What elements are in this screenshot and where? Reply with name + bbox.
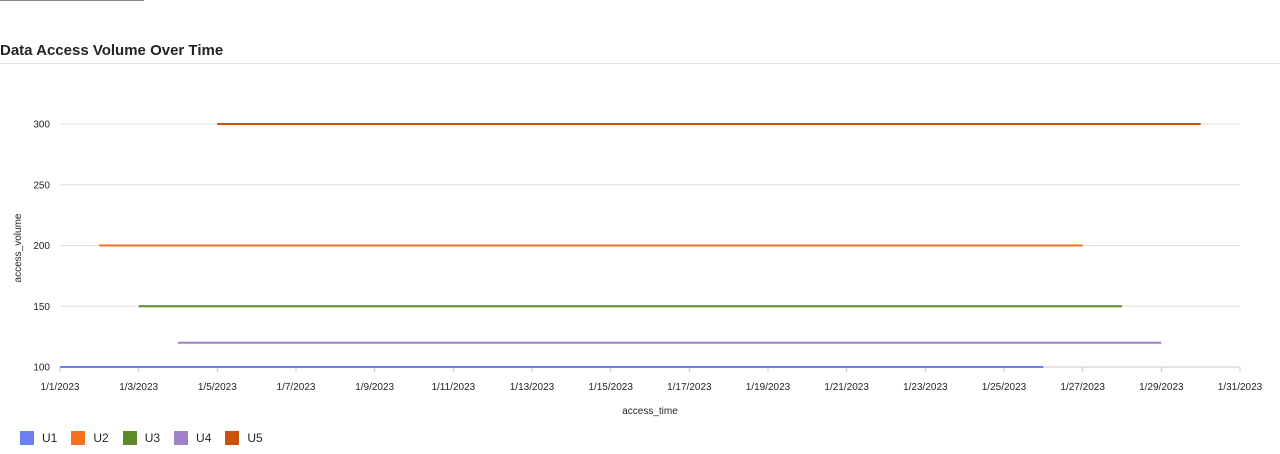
title-divider xyxy=(0,63,1280,64)
legend-swatch xyxy=(20,431,34,445)
x-tick-label: 1/23/2023 xyxy=(903,382,948,393)
y-tick-label: 200 xyxy=(33,241,50,252)
legend-item-u5[interactable]: U5 xyxy=(225,431,263,445)
x-axis-title: access_time xyxy=(622,406,678,417)
x-tick-label: 1/17/2023 xyxy=(667,382,712,393)
legend-label: U5 xyxy=(247,431,263,445)
x-tick-label: 1/31/2023 xyxy=(1218,382,1263,393)
x-axis-ticks: 1/1/2023 1/3/2023 1/5/2023 1/7/2023 1/9/2023… xyxy=(41,367,1263,393)
y-axis-title: access_volume xyxy=(13,213,24,282)
x-tick-label: 1/9/2023 xyxy=(355,382,394,393)
legend-item-u3[interactable]: U3 xyxy=(122,431,161,445)
legend-item-u1[interactable]: U1 xyxy=(20,431,57,445)
y-tick-label: 250 xyxy=(33,180,50,191)
legend-swatch xyxy=(225,431,240,445)
x-tick-label: 1/19/2023 xyxy=(746,382,791,393)
chart-legend: U1 U2 U3 U4 U5 xyxy=(20,431,277,445)
legend-label: U3 xyxy=(144,431,161,445)
legend-label: U4 xyxy=(196,431,212,445)
page-title: Data Access Volume Over Time xyxy=(0,42,224,59)
line-chart: 100 150 200 250 300 1/1/2023 1/3/2023 1/5/2023… xyxy=(13,120,1263,418)
x-tick-label: 1/5/2023 xyxy=(198,382,237,393)
legend-item-u4[interactable]: U4 xyxy=(174,431,211,445)
legend-label: U1 xyxy=(42,431,58,445)
legend-label: U2 xyxy=(93,431,109,445)
top-scrollbar-line xyxy=(0,0,144,1)
x-tick-label: 1/1/2023 xyxy=(41,382,80,393)
x-tick-label: 1/29/2023 xyxy=(1139,382,1184,393)
x-tick-label: 1/27/2023 xyxy=(1060,382,1105,393)
x-tick-label: 1/21/2023 xyxy=(824,382,869,393)
x-tick-label: 1/25/2023 xyxy=(982,382,1027,393)
x-tick-label: 1/7/2023 xyxy=(277,382,316,393)
legend-swatch xyxy=(71,431,86,445)
x-tick-label: 1/15/2023 xyxy=(588,382,633,393)
x-tick-label: 1/3/2023 xyxy=(119,382,158,393)
legend-item-u2[interactable]: U2 xyxy=(71,431,109,445)
y-tick-label: 100 xyxy=(33,363,50,374)
y-tick-label: 300 xyxy=(33,120,50,131)
x-tick-label: 1/11/2023 xyxy=(431,382,475,393)
legend-swatch xyxy=(174,431,189,445)
series-lines xyxy=(60,123,1201,368)
y-tick-label: 150 xyxy=(33,302,50,313)
legend-swatch xyxy=(122,431,137,445)
x-tick-label: 1/13/2023 xyxy=(510,382,555,393)
y-axis-ticks: 100 150 200 250 300 xyxy=(33,120,50,374)
